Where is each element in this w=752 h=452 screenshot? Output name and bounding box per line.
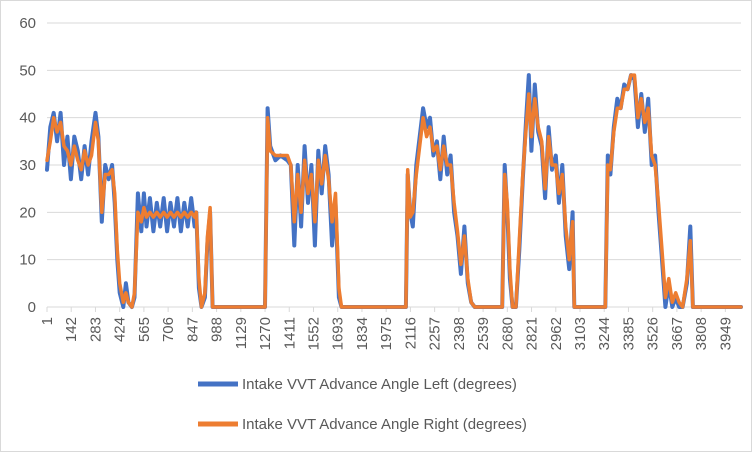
x-tick-label: 283	[87, 317, 104, 342]
x-tick-label: 1411	[281, 317, 298, 349]
x-tick-label: 424	[112, 317, 129, 342]
legend-label: Intake VVT Advance Angle Left (degrees)	[242, 376, 517, 393]
x-tick-label: 2398	[451, 317, 468, 350]
x-tick-label: 142	[63, 317, 80, 342]
x-tick-label: 706	[160, 317, 177, 342]
x-tick-label: 2257	[427, 317, 444, 350]
y-axis-ticks: 0 10 20 30 40 50 60	[19, 15, 36, 316]
x-tick-label: 1834	[354, 317, 371, 350]
x-tick-label: 2680	[499, 317, 516, 350]
x-tick-label: 988	[209, 317, 226, 342]
x-tick-label: 1270	[257, 317, 274, 350]
y-tick-label: 50	[19, 62, 36, 79]
x-tick-label: 3667	[669, 317, 686, 350]
x-axis-ticks: 1 142 283 424 565 706 847 988 1129 1270 1411 1552 16…	[39, 307, 734, 350]
legend: Intake VVT Advance Angle Left (degrees) I…	[198, 376, 527, 433]
y-tick-label: 0	[28, 299, 36, 316]
x-tick-label: 3526	[645, 317, 662, 350]
y-tick-label: 60	[19, 15, 36, 32]
x-tick-label: 565	[136, 317, 153, 342]
x-tick-label: 2539	[475, 317, 492, 350]
x-tick-label: 2962	[548, 317, 565, 350]
x-tick-label: 2821	[524, 317, 541, 350]
x-tick-label: 3244	[596, 317, 613, 350]
y-tick-label: 40	[19, 110, 36, 127]
x-tick-label: 3949	[717, 317, 734, 350]
series-line-right	[45, 73, 743, 309]
y-tick-label: 10	[19, 252, 36, 269]
x-tick-label: 1	[39, 317, 56, 325]
x-tick-label: 3808	[693, 317, 710, 350]
x-tick-label: 3103	[572, 317, 589, 350]
legend-label: Intake VVT Advance Angle Right (degrees)	[242, 416, 527, 433]
x-tick-label: 1693	[330, 317, 347, 350]
x-tick-label: 3385	[620, 317, 637, 350]
y-tick-label: 30	[19, 157, 36, 174]
series-lines	[45, 73, 743, 309]
y-tick-label: 20	[19, 204, 36, 221]
x-tick-label: 1552	[306, 317, 323, 350]
x-tick-label: 1129	[233, 317, 250, 349]
x-tick-label: 847	[184, 317, 201, 342]
x-tick-label: 2116	[402, 317, 419, 349]
x-tick-label: 1975	[378, 317, 395, 350]
